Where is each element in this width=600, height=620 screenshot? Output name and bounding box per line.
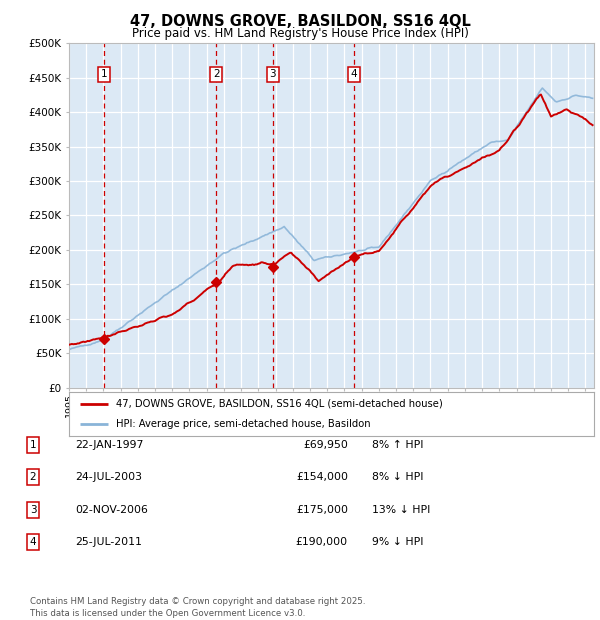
Text: £154,000: £154,000 bbox=[296, 472, 348, 482]
Text: 24-JUL-2003: 24-JUL-2003 bbox=[75, 472, 142, 482]
Text: 4: 4 bbox=[29, 537, 37, 547]
Text: 2: 2 bbox=[213, 69, 220, 79]
Text: 3: 3 bbox=[269, 69, 276, 79]
Text: 8% ↑ HPI: 8% ↑ HPI bbox=[372, 440, 424, 450]
Text: 2: 2 bbox=[29, 472, 37, 482]
Text: 9% ↓ HPI: 9% ↓ HPI bbox=[372, 537, 424, 547]
Text: £175,000: £175,000 bbox=[296, 505, 348, 515]
Text: 1: 1 bbox=[101, 69, 107, 79]
Text: 3: 3 bbox=[29, 505, 37, 515]
Text: 8% ↓ HPI: 8% ↓ HPI bbox=[372, 472, 424, 482]
Text: 13% ↓ HPI: 13% ↓ HPI bbox=[372, 505, 430, 515]
Text: £69,950: £69,950 bbox=[303, 440, 348, 450]
Text: 47, DOWNS GROVE, BASILDON, SS16 4QL (semi-detached house): 47, DOWNS GROVE, BASILDON, SS16 4QL (sem… bbox=[116, 399, 443, 409]
Text: £190,000: £190,000 bbox=[296, 537, 348, 547]
Text: 47, DOWNS GROVE, BASILDON, SS16 4QL: 47, DOWNS GROVE, BASILDON, SS16 4QL bbox=[130, 14, 470, 29]
Text: Price paid vs. HM Land Registry's House Price Index (HPI): Price paid vs. HM Land Registry's House … bbox=[131, 27, 469, 40]
Text: 1: 1 bbox=[29, 440, 37, 450]
Text: 02-NOV-2006: 02-NOV-2006 bbox=[75, 505, 148, 515]
Text: 22-JAN-1997: 22-JAN-1997 bbox=[75, 440, 143, 450]
Text: HPI: Average price, semi-detached house, Basildon: HPI: Average price, semi-detached house,… bbox=[116, 419, 371, 430]
Text: 25-JUL-2011: 25-JUL-2011 bbox=[75, 537, 142, 547]
Text: Contains HM Land Registry data © Crown copyright and database right 2025.
This d: Contains HM Land Registry data © Crown c… bbox=[30, 596, 365, 618]
Text: 4: 4 bbox=[351, 69, 358, 79]
